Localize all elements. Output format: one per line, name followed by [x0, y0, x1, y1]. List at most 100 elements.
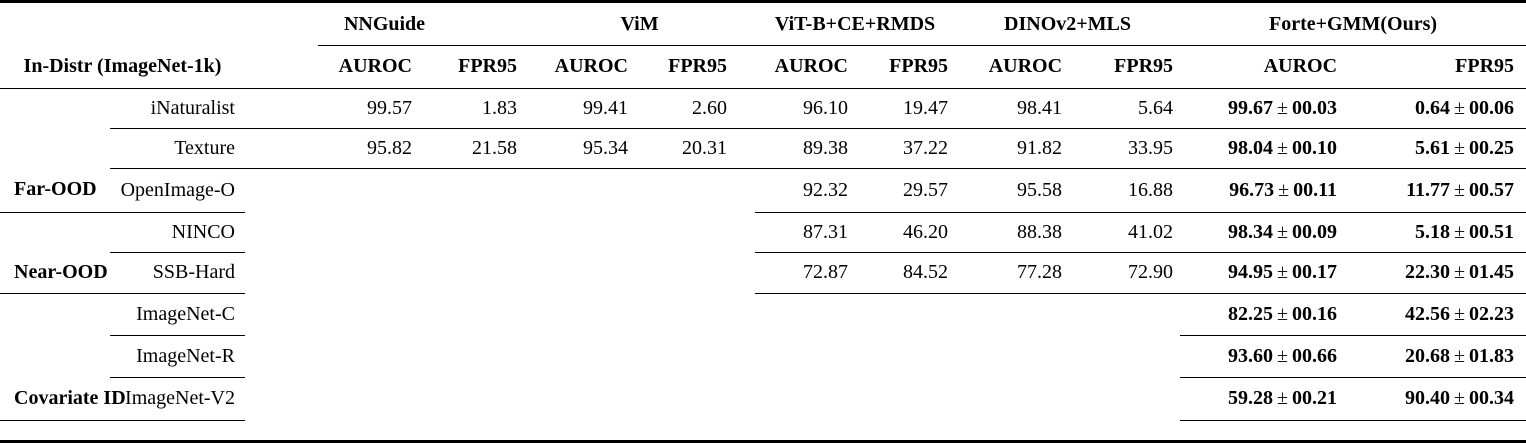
metric-value-empty [245, 252, 420, 293]
metric-header-fpr95: FPR95 [1345, 46, 1526, 89]
table-row: Near-OOD SSB-Hard 72.87 84.52 77.28 72.90 94.9… [0, 252, 1526, 294]
group-label-empty [0, 128, 110, 168]
plus-minus-sign: ± [1454, 387, 1466, 409]
group-label-empty [0, 293, 110, 335]
metric-value-empty [755, 335, 855, 377]
plus-minus-sign: ± [1454, 178, 1466, 201]
plus-minus-sign: ± [1454, 96, 1466, 119]
metric-value-empty [245, 168, 420, 212]
metric-value-empty [1070, 335, 1180, 377]
metric-value-empty [420, 335, 524, 377]
plus-minus-sign: ± [1277, 96, 1289, 119]
plus-minus-sign: ± [1277, 220, 1289, 243]
method-group-label: ViM [620, 13, 659, 35]
metric-value-empty [635, 252, 755, 293]
metric-value-empty [524, 377, 635, 420]
metric-value: 1.83 [420, 88, 524, 129]
method-group-label: ViT-B+CE+RMDS [774, 13, 936, 35]
table-row: ImageNet-C 82.25 ±00.16 42.56 ±02.23 [0, 293, 1526, 336]
metric-value: 46.20 [855, 212, 956, 253]
results-table-body: iNaturalist 99.57 1.83 99.41 2.60 96.10 19.47 9… [0, 88, 1526, 421]
metric-value: 2.60 [635, 88, 756, 129]
metric-value: 90.40 ±00.34 [1345, 377, 1526, 421]
metric-value: 21.58 [420, 128, 524, 169]
group-underline [318, 44, 524, 46]
dataset-label: ImageNet-V2 [110, 377, 245, 421]
metric-value: 59.28 ±00.21 [1180, 377, 1346, 421]
metric-value: 96.73 ±00.11 [1180, 168, 1346, 213]
method-group-header-row: NNGuide ViM ViT-B+CE+RMDS DINOv2+MLS For… [0, 3, 1526, 46]
metric-value: 98.41 [955, 88, 1071, 129]
method-group-label: Forte+GMM(Ours) [1269, 13, 1438, 35]
plus-minus-sign: ± [1277, 344, 1289, 367]
method-group-label: DINOv2+MLS [1004, 13, 1132, 35]
plus-minus-sign: ± [1454, 344, 1466, 367]
metric-value-empty [955, 377, 1070, 420]
group-underline [955, 44, 1181, 46]
metric-value: 92.32 [755, 168, 856, 213]
metric-value: 29.57 [855, 168, 956, 213]
metric-value: 72.87 [755, 252, 856, 294]
dataset-label: SSB-Hard [110, 252, 245, 294]
metric-value: 96.10 [755, 88, 856, 129]
metric-value-empty [420, 377, 524, 420]
group-label-empty [0, 88, 110, 128]
metric-value: 95.34 [524, 128, 635, 169]
metric-value: 0.64 ±00.06 [1345, 88, 1526, 129]
metric-header-row: In-Distr (ImageNet-1k) AUROC FPR95 AUROC… [0, 46, 1526, 89]
table-row: iNaturalist 99.57 1.83 99.41 2.60 96.10 19.47 9… [0, 88, 1526, 129]
metric-value: 20.31 [635, 128, 756, 169]
metric-value-empty [524, 293, 635, 335]
metric-header-fpr95: FPR95 [420, 46, 524, 89]
metric-value: 77.28 [955, 252, 1071, 294]
table-row: Texture 95.82 21.58 95.34 20.31 89.38 37.22 91.… [0, 128, 1526, 169]
metric-value-empty [245, 377, 420, 420]
metric-value: 72.90 [1070, 252, 1181, 294]
dataset-label: OpenImage-O [110, 168, 245, 213]
metric-value: 91.82 [955, 128, 1071, 169]
metric-value-empty [635, 335, 755, 377]
row-header-title: In-Distr (ImageNet-1k) [0, 46, 245, 89]
metric-value-empty [635, 377, 755, 420]
metric-value-empty [1070, 377, 1180, 420]
metric-value-empty [955, 293, 1070, 335]
group-label-empty [0, 212, 110, 252]
group-label: Covariate ID [0, 377, 126, 421]
plus-minus-sign: ± [1277, 136, 1289, 159]
metric-header-auroc: AUROC [245, 46, 420, 89]
metric-value: 5.64 [1070, 88, 1181, 129]
metric-value: 22.30 ±01.45 [1345, 252, 1526, 294]
metric-value: 5.18 ±00.51 [1345, 212, 1526, 253]
metric-value: 20.68 ±01.83 [1345, 335, 1526, 378]
metric-value-empty [245, 293, 420, 335]
table-row: Far-OOD OpenImage-O 92.32 29.57 95.58 16.88 96… [0, 168, 1526, 213]
metric-value-empty [635, 293, 755, 335]
metric-value-empty [245, 335, 420, 377]
metric-value: 99.57 [245, 88, 420, 129]
metric-value-empty [855, 293, 955, 335]
metric-value-empty [524, 252, 635, 293]
metric-value-empty [420, 252, 524, 293]
metric-header-fpr95: FPR95 [635, 46, 756, 89]
metric-value: 87.31 [755, 212, 856, 253]
metric-value: 19.47 [855, 88, 956, 129]
metric-value: 84.52 [855, 252, 956, 294]
plus-minus-sign: ± [1277, 302, 1289, 325]
metric-value-empty [1070, 293, 1180, 335]
group-label: Far-OOD [0, 168, 110, 213]
metric-value: 33.95 [1070, 128, 1181, 169]
group-underline [524, 44, 756, 46]
metric-value-empty [420, 293, 524, 335]
metric-value-empty [245, 212, 420, 252]
metric-value: 95.58 [955, 168, 1071, 213]
group-underline [755, 44, 956, 46]
group-underline [1180, 44, 1526, 46]
dataset-label: Texture [110, 128, 245, 169]
method-group-vim: ViM [524, 3, 756, 46]
method-group-vitb-ce-rmds: ViT-B+CE+RMDS [755, 3, 956, 46]
plus-minus-sign: ± [1454, 261, 1466, 283]
metric-value-empty [755, 377, 855, 420]
metric-header-fpr95: FPR95 [855, 46, 956, 89]
metric-value-empty [524, 335, 635, 377]
